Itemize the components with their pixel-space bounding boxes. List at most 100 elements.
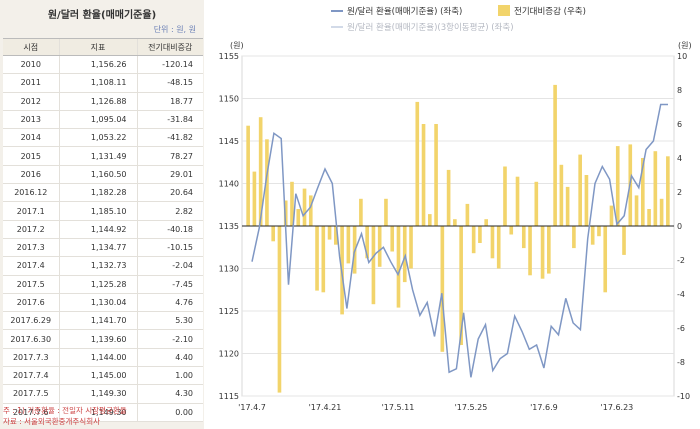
left-tick-label: 1115 xyxy=(219,392,239,401)
cell-change: 18.77 xyxy=(136,92,203,111)
right-tick-label: 8 xyxy=(677,86,682,95)
cell-change: -2.10 xyxy=(136,329,203,349)
cell-value: 1,160.50 xyxy=(58,165,137,185)
bar xyxy=(465,203,470,226)
cell-value: 1,185.10 xyxy=(58,201,137,221)
right-tick-label: 6 xyxy=(677,120,682,129)
left-tick-label: 1135 xyxy=(219,222,239,231)
left-tick-label: 1150 xyxy=(219,95,239,104)
bar xyxy=(302,188,307,226)
bar xyxy=(609,205,614,226)
unit-label: 단위 : 원, 원 xyxy=(153,25,196,34)
bar xyxy=(590,226,595,245)
right-tick-label: 4 xyxy=(677,154,682,163)
bar xyxy=(446,169,451,226)
column-header-period: 시점 xyxy=(3,38,59,56)
bar xyxy=(647,209,651,226)
bar xyxy=(515,176,520,226)
bar xyxy=(327,226,332,240)
cell-value: 1,156.26 xyxy=(58,55,137,75)
cell-value: 1,145.00 xyxy=(58,366,137,386)
table-row: 2010 1,156.26 -120.14 xyxy=(3,55,203,75)
cell-period: 2017.7.5 xyxy=(3,384,59,404)
left-tick-label: 1120 xyxy=(219,350,239,359)
right-tick-label: -4 xyxy=(677,290,685,299)
cell-period: 2017.6 xyxy=(3,293,59,313)
left-tick-label: 1125 xyxy=(219,307,239,316)
cell-change: -10.15 xyxy=(136,238,203,258)
cell-period: 2016 xyxy=(3,165,59,185)
cell-period: 2017.6.29 xyxy=(3,311,59,331)
bar xyxy=(640,158,645,226)
cell-value: 1,053.22 xyxy=(58,128,137,148)
cell-value: 1,126.88 xyxy=(58,92,137,111)
right-tick-label: -6 xyxy=(677,324,685,333)
table-row: 2017.5 1,125.28 -7.45 xyxy=(3,275,203,294)
exchange-rate-line xyxy=(251,103,668,378)
cell-value: 1,149.30 xyxy=(58,403,137,422)
bar xyxy=(453,219,457,226)
bar xyxy=(434,124,438,226)
cell-period: 2014 xyxy=(3,128,59,148)
cell-change: 4.30 xyxy=(136,384,203,404)
bar xyxy=(622,226,626,255)
cell-period: 2017.7.4 xyxy=(3,366,59,386)
right-tick-label: 2 xyxy=(677,188,682,197)
bar xyxy=(421,124,426,226)
cell-period: 2017.7.6 xyxy=(3,403,59,422)
cell-change: 20.64 xyxy=(136,183,203,203)
bar xyxy=(365,226,369,259)
bar xyxy=(396,226,401,308)
bar xyxy=(252,171,257,226)
legend-line2-label: 원/달러 환율(매매기준율)(3항이동평균) (좌축) xyxy=(347,22,514,33)
table-row: 2016 1,160.50 29.01 xyxy=(3,165,203,185)
bar xyxy=(471,226,476,254)
cell-change: -2.04 xyxy=(136,256,203,276)
bar xyxy=(346,226,351,264)
bar xyxy=(308,195,313,226)
x-tick-label: '17.5.11 xyxy=(382,403,415,412)
bar xyxy=(402,226,407,283)
cell-value: 1,108.11 xyxy=(58,73,137,93)
bar xyxy=(603,226,608,293)
table-title: 원/달러 환율(매매기준율) xyxy=(47,10,157,21)
table-row: 2017.4 1,132.73 -2.04 xyxy=(3,256,203,276)
data-table: 시점 지표 전기대비증감 2010 1,156.26 -120.14 2011 1,10… xyxy=(3,38,203,422)
bar xyxy=(321,226,326,293)
bar xyxy=(390,226,395,252)
right-tick-label: 10 xyxy=(677,52,687,61)
left-tick-label: 1145 xyxy=(219,137,239,146)
legend: 원/달러 환율(매매기준율) (좌축) 전기대비증감 (우축) 원/달러 환율(… xyxy=(331,5,586,33)
left-axis-unit: (원) xyxy=(230,41,244,50)
bar xyxy=(377,226,382,267)
x-tick-label: '17.5.25 xyxy=(455,403,488,412)
cell-value: 1,125.28 xyxy=(58,275,137,294)
bar xyxy=(666,156,670,226)
cell-period: 2012 xyxy=(3,92,59,111)
table-row: 2016.12 1,182.28 20.64 xyxy=(3,183,203,203)
exchange-rate-chart: 원/달러 환율(매매기준율) (좌축) 전기대비증감 (우축) 원/달러 환율(… xyxy=(219,5,692,412)
cell-value: 1,149.30 xyxy=(58,384,137,404)
table-row: 2017.7.5 1,149.30 4.30 xyxy=(3,384,203,404)
cell-period: 2015 xyxy=(3,146,59,166)
cell-period: 2017.5 xyxy=(3,275,59,294)
table-row: 2015 1,131.49 78.27 xyxy=(3,146,203,166)
right-tick-label: -2 xyxy=(677,256,685,265)
right-tick-label: -10 xyxy=(677,392,690,401)
table-row: 2011 1,108.11 -48.15 xyxy=(3,73,203,93)
bar xyxy=(359,198,363,226)
right-tick-label: 0 xyxy=(677,222,682,231)
legend-bar-swatch xyxy=(498,5,510,16)
table-row: 2017.7.6 1,149.30 0.00 xyxy=(3,403,203,422)
table-row: 2017.6 1,130.04 4.76 xyxy=(3,293,203,313)
left-tick-label: 1140 xyxy=(219,180,239,189)
right-tick-label: -8 xyxy=(677,358,685,367)
bar xyxy=(427,214,432,226)
bar xyxy=(509,226,514,235)
table-row: 2017.2 1,144.92 -40.18 xyxy=(3,220,203,239)
cell-value: 1,182.28 xyxy=(58,183,137,203)
cell-value: 1,130.04 xyxy=(58,293,137,313)
bar xyxy=(659,198,664,226)
bar xyxy=(547,226,551,274)
bar xyxy=(496,226,501,269)
